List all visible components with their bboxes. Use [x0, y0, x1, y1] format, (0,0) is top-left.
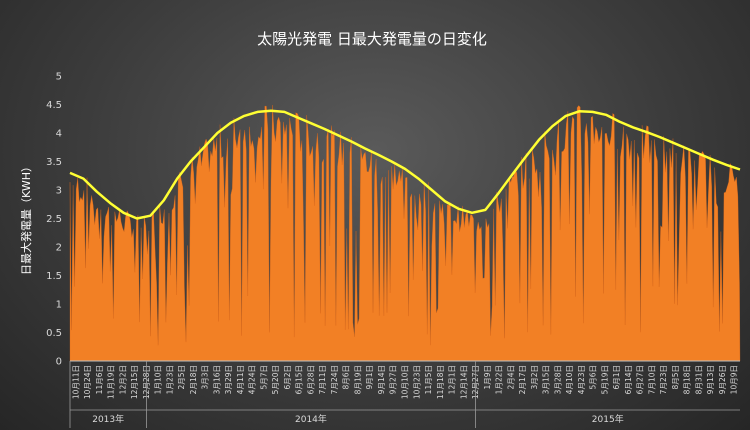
y-tick-label: 4 [56, 129, 62, 140]
x-tick-label: 9月27日 [389, 365, 398, 394]
x-tick-label: 7月23日 [659, 365, 668, 394]
y-tick-label: 1 [56, 300, 62, 311]
x-tick-label: 5月20日 [271, 365, 280, 394]
y-tick-label: 2 [56, 243, 62, 254]
x-tick-label: 3月2日 [530, 365, 539, 390]
x-tick-label: 5月7日 [259, 365, 268, 390]
x-tick-label: 6月27日 [636, 365, 645, 394]
year-label: 2014年 [295, 413, 327, 425]
x-tick-label: 4月11日 [236, 365, 245, 394]
x-tick-label: 10月24日 [83, 365, 92, 399]
x-tick-label: 3月29日 [224, 365, 233, 394]
x-tick-label: 2月4日 [506, 365, 515, 390]
y-tick-label: 4.5 [46, 100, 62, 111]
x-tick-label: 5月6日 [589, 365, 598, 390]
area-series [69, 104, 741, 362]
x-tick-label: 12月15日 [130, 365, 139, 399]
x-tick-label: 7月10日 [647, 365, 656, 394]
generation-area [69, 104, 741, 362]
y-axis-label: 日最大発電量（KWH） [19, 161, 33, 275]
x-axis: 10月11日 10月24日 11月6日 11月19日 12月2日 12月15日 12月28日… [70, 360, 740, 399]
x-tick-label: 3月28日 [553, 365, 562, 394]
y-tick-label: 0.5 [46, 328, 62, 339]
x-tick-label: 9月1日 [365, 365, 374, 390]
x-tick-label: 11月18日 [436, 365, 445, 399]
x-tick-label: 10月23日 [412, 365, 421, 399]
chart-title: 太陽光発電 日最大発電量の日変化 [257, 30, 487, 48]
x-tick-label: 3月15日 [542, 365, 551, 394]
x-tick-label: 9月26日 [718, 365, 727, 394]
x-tick-label: 8月6日 [342, 365, 351, 390]
x-tick-label: 6月15日 [295, 365, 304, 394]
x-tick-label: 6月14日 [624, 365, 633, 394]
trend-line [69, 109, 741, 220]
x-tick-label: 12月1日 [448, 365, 457, 394]
x-tick-label: 8月31日 [694, 365, 703, 394]
x-tick-label: 6月2日 [283, 365, 292, 390]
x-tick-label: 1月23日 [165, 365, 174, 394]
year-axis: 2013年 2014年 2015年 [69, 361, 740, 428]
x-tick-label: 9月13日 [706, 365, 715, 394]
x-tick-label: 4月24日 [248, 365, 257, 394]
x-tick-label: 9月14日 [377, 365, 386, 394]
x-tick-label: 8月19日 [354, 365, 363, 394]
x-tick-label: 2月17日 [518, 365, 527, 394]
x-tick-label: 1月10日 [154, 365, 163, 394]
year-label: 2015年 [592, 413, 624, 425]
trend-line-group [69, 109, 741, 220]
x-tick-label: 1月22日 [495, 365, 504, 394]
y-tick-label: 3.5 [46, 157, 62, 168]
x-tick-label: 4月10日 [565, 365, 574, 394]
x-tick-label: 5月19日 [600, 365, 609, 394]
y-tick-label: 5 [56, 72, 62, 83]
x-tick-label: 4月23日 [577, 365, 586, 394]
y-tick-label: 1.5 [46, 271, 62, 282]
x-tick-label: 10月10日 [401, 365, 410, 399]
x-tick-label: 6月28日 [307, 365, 316, 394]
y-tick-label: 2.5 [46, 214, 62, 225]
x-tick-label: 2月5日 [177, 365, 186, 390]
x-tick-label: 11月19日 [107, 365, 116, 399]
y-tick-label: 0 [56, 357, 62, 368]
x-tick-label: 2月18日 [189, 365, 198, 394]
y-axis-ticks: 0 0.5 1 1.5 2 2.5 3 3.5 4 4.5 5 [46, 72, 62, 368]
x-tick-label: 11月6日 [95, 365, 104, 394]
x-tick-label: 7月24日 [330, 365, 339, 394]
x-tick-label: 8月18日 [683, 365, 692, 394]
year-label: 2013年 [92, 413, 124, 425]
x-tick-label: 11月5日 [424, 365, 433, 394]
x-tick-label: 10月9日 [730, 365, 739, 394]
x-tick-label: 7月11日 [318, 365, 327, 394]
x-tick-label: 10月11日 [71, 365, 80, 399]
x-tick-label: 12月14日 [459, 365, 468, 399]
x-tick-label: 3月16日 [212, 365, 221, 394]
y-tick-label: 3 [56, 186, 62, 197]
x-tick-label: 8月5日 [671, 365, 680, 390]
x-tick-label: 12月2日 [118, 365, 127, 394]
x-tick-label: 1月9日 [483, 365, 492, 390]
x-tick-label: 3月3日 [201, 365, 210, 390]
x-tick-label: 6月1日 [612, 365, 621, 390]
